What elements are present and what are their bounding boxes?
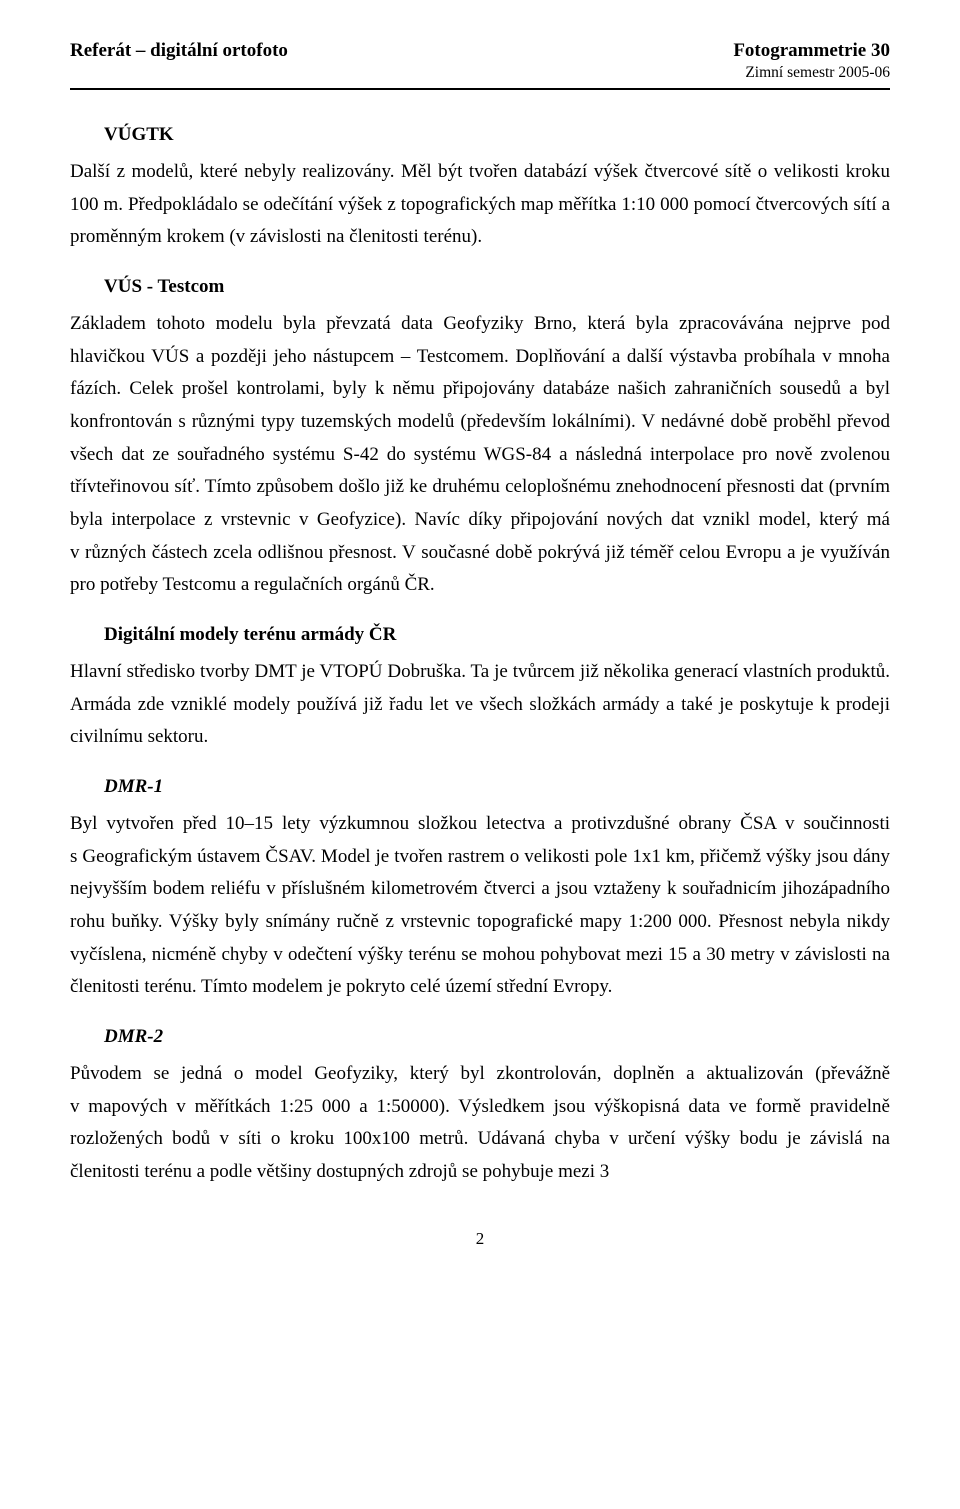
page-header: Referát – digitální ortofoto Fotogrammet… <box>70 40 890 82</box>
paragraph-vugtk: Další z modelů, které nebyly realizovány… <box>70 156 890 254</box>
header-right: Fotogrammetrie 30 Zimní semestr 2005-06 <box>733 40 890 82</box>
header-right-title: Fotogrammetrie 30 <box>733 40 890 62</box>
header-left-title: Referát – digitální ortofoto <box>70 40 288 62</box>
paragraph-vus-testcom: Základem tohoto modelu byla převzatá dat… <box>70 308 890 602</box>
paragraph-dmr1: Byl vytvořen před 10–15 lety výzkumnou s… <box>70 808 890 1004</box>
header-right-subtitle: Zimní semestr 2005-06 <box>733 64 890 82</box>
heading-vus-testcom: VÚS - Testcom <box>104 276 890 298</box>
heading-dmr1: DMR-1 <box>104 776 890 798</box>
heading-armada: Digitální modely terénu armády ČR <box>104 624 890 646</box>
paragraph-dmr2: Původem se jedná o model Geofyziky, kter… <box>70 1058 890 1189</box>
paragraph-armada: Hlavní středisko tvorby DMT je VTOPÚ Dob… <box>70 656 890 754</box>
header-rule <box>70 88 890 90</box>
heading-vugtk: VÚGTK <box>104 124 890 146</box>
page-number: 2 <box>70 1229 890 1249</box>
heading-dmr2: DMR-2 <box>104 1026 890 1048</box>
